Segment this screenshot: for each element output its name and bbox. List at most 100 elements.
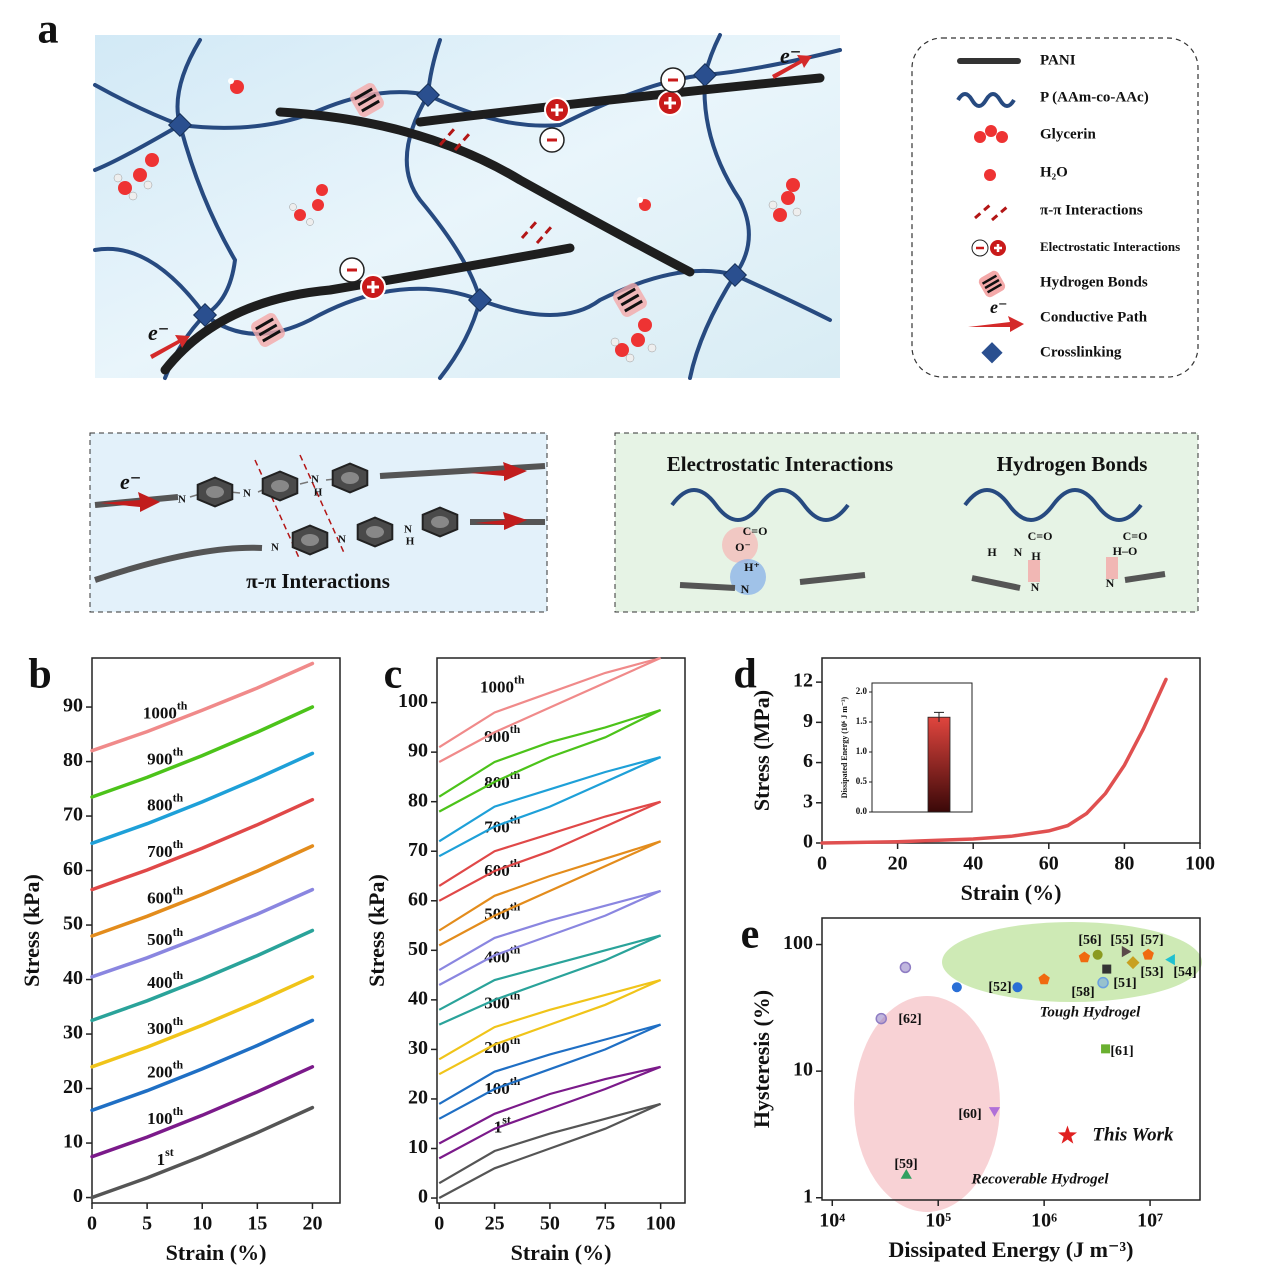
atom-label: N (311, 474, 319, 486)
molecules (113, 78, 802, 363)
legend-label: PANI (1040, 52, 1076, 68)
loop-unloading (438, 1102, 662, 1199)
line-series (90, 887, 315, 979)
series-label: 1000th (480, 672, 525, 696)
loop-unloading (438, 709, 662, 813)
bond-box (614, 432, 1199, 613)
atom-label: H (1031, 549, 1041, 563)
series-label: 400th (484, 942, 520, 966)
x-tick-label: 5 (142, 1213, 152, 1235)
point-label: [51] (1113, 976, 1136, 991)
region-label: Tough Hydrogel (1040, 1004, 1142, 1020)
scatter-point (899, 961, 912, 974)
y-tick-label: 70 (63, 804, 83, 826)
loop-unloading (438, 1065, 662, 1160)
point-label: This Work (1092, 1124, 1174, 1145)
loop-loading (438, 1065, 661, 1145)
x-axis-label: Strain (%) (961, 880, 1062, 905)
atom-label: H⁺ (744, 560, 760, 574)
atom-label: N (1014, 545, 1023, 559)
y-tick-label: 0 (418, 1186, 428, 1208)
y-tick-label: 70 (408, 839, 428, 861)
panel-label: b (28, 652, 51, 698)
point-label: [61] (1110, 1044, 1133, 1059)
loop-loading (438, 934, 661, 1011)
series-label: 300th (484, 988, 520, 1012)
loop-loading (438, 708, 661, 798)
pi-box (89, 432, 548, 613)
y-tick-label: 1.0 (856, 746, 868, 756)
atom-label: N (338, 534, 346, 546)
atom-label: H (987, 545, 997, 559)
plot-frame (821, 917, 1201, 1201)
ring-hole (206, 486, 224, 498)
legend-label: H₂O (1040, 164, 1068, 180)
series-label: 900th (484, 722, 520, 746)
line-series (90, 975, 315, 1069)
y-tick-label: 9 (803, 710, 813, 732)
y-tick-label: 100 (783, 932, 813, 954)
series-label: 400th (147, 968, 183, 992)
x-tick-label: 100 (646, 1213, 676, 1235)
line-series (90, 661, 315, 753)
y-tick-label: 40 (408, 987, 428, 1009)
scatter-point (1012, 982, 1023, 993)
point-label: [59] (894, 1157, 917, 1172)
panel-label: d (733, 652, 756, 698)
y-tick-label: 0 (803, 831, 813, 853)
series-label: 800th (484, 768, 520, 792)
y-tick-label: 1.5 (856, 716, 868, 726)
scatter-point (1057, 1125, 1077, 1144)
line-series (820, 677, 1168, 845)
plot-frame (91, 657, 341, 1204)
x-tick-label: 75 (595, 1213, 615, 1235)
scatter-point (1142, 948, 1154, 960)
y-tick-label: 80 (408, 789, 428, 811)
x-tick-label: 10⁴ (819, 1210, 845, 1232)
series-label: 500th (147, 924, 183, 948)
scatter-point (1121, 945, 1132, 958)
atom-label: H (314, 487, 323, 499)
loop-loading (438, 1102, 661, 1185)
scatter-point (875, 1012, 888, 1025)
atom-label: N (243, 488, 251, 500)
y-tick-label: 0 (73, 1185, 83, 1207)
x-tick-label: 40 (963, 853, 983, 875)
atom-label: O⁻ (735, 540, 751, 554)
charges (339, 67, 686, 300)
series-label: 300th (147, 1014, 183, 1038)
legend-label: P (AAm-co-AAc) (1040, 89, 1149, 105)
y-tick-label: 30 (408, 1037, 428, 1059)
scatter-point (1097, 976, 1109, 989)
y-tick-label: 6 (803, 750, 813, 772)
loop-unloading (438, 800, 662, 902)
loop-unloading (438, 1023, 662, 1120)
loop-unloading (438, 889, 662, 986)
y-tick-label: 30 (63, 1022, 83, 1044)
scatter-point (951, 982, 962, 993)
x-tick-label: 10⁵ (925, 1210, 951, 1232)
region (854, 996, 1000, 1212)
atom-label: C=O (1123, 529, 1148, 543)
atom-label: N (271, 542, 279, 554)
line-series (90, 705, 315, 799)
point-label: [54] (1173, 965, 1196, 980)
loop-unloading (438, 756, 662, 858)
bar (927, 716, 951, 813)
y-tick-label: 60 (408, 888, 428, 910)
y-tick-label: 50 (408, 938, 428, 960)
ring-hole (366, 526, 384, 538)
x-tick-label: 50 (540, 1213, 560, 1235)
y-tick-label: 3 (803, 790, 813, 812)
legend-label: π-π Interactions (1040, 202, 1143, 218)
loop-loading (438, 800, 661, 887)
hydrogen-bond-marks (251, 83, 647, 347)
y-tick-label: 12 (793, 670, 813, 692)
x-axis-label: Dissipated Energy (J m⁻³) (889, 1237, 1134, 1262)
line-series (90, 928, 315, 1023)
y-tick-label: 1 (803, 1185, 813, 1207)
series-label: 200th (147, 1057, 183, 1081)
region (942, 922, 1202, 1002)
point-label: [53] (1140, 965, 1163, 980)
atom-label: N (1106, 576, 1115, 590)
